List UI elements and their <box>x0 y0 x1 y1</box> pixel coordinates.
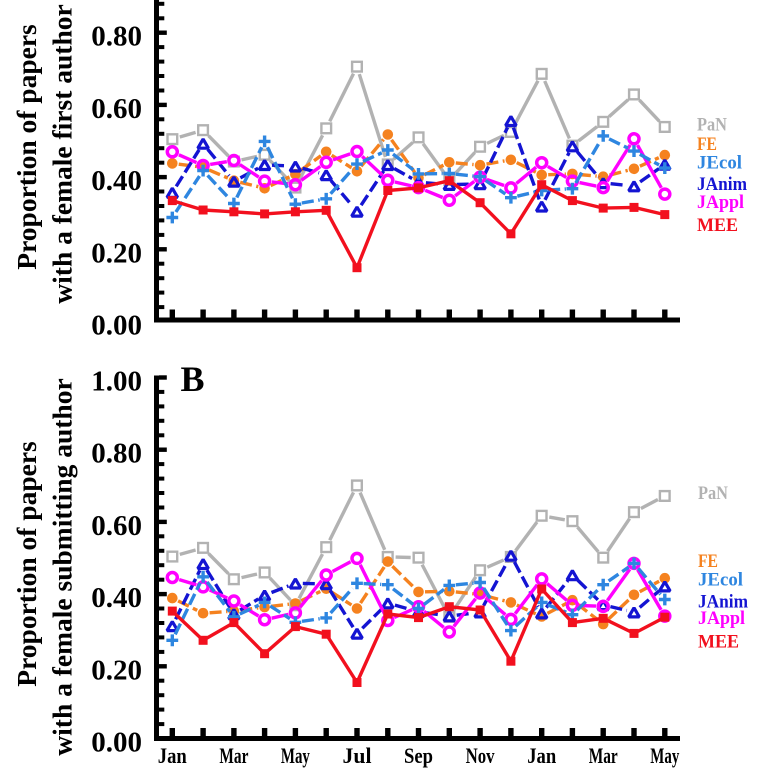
svg-text:B: B <box>181 359 205 399</box>
svg-text:Proportion of papers: Proportion of papers <box>11 24 42 270</box>
svg-text:Proportion of papers: Proportion of papers <box>11 441 42 687</box>
svg-text:JEcol: JEcol <box>698 569 743 590</box>
svg-text:JAppl: JAppl <box>698 608 745 629</box>
svg-text:0.40: 0.40 <box>91 582 142 614</box>
svg-text:JAnim: JAnim <box>698 592 748 613</box>
svg-text:with a female first author: with a female first author <box>47 4 78 303</box>
svg-text:0.00: 0.00 <box>91 727 142 759</box>
svg-text:MEE: MEE <box>697 215 738 236</box>
svg-text:0.60: 0.60 <box>91 510 142 542</box>
svg-text:Jul: Jul <box>343 743 372 768</box>
svg-text:MEE: MEE <box>698 632 739 653</box>
svg-text:Jan: Jan <box>527 743 556 768</box>
svg-text:PaN: PaN <box>697 115 727 136</box>
svg-text:0.80: 0.80 <box>91 21 142 53</box>
svg-text:May: May <box>650 743 679 768</box>
svg-text:0.60: 0.60 <box>91 93 142 125</box>
svg-text:FE: FE <box>698 551 718 572</box>
svg-text:0.00: 0.00 <box>91 310 142 342</box>
svg-text:Mar: Mar <box>589 743 618 768</box>
svg-text:FE: FE <box>697 134 717 155</box>
svg-text:JAppl: JAppl <box>697 192 744 213</box>
svg-text:PaN: PaN <box>698 483 728 504</box>
svg-text:Jan: Jan <box>158 743 187 768</box>
svg-text:0.80: 0.80 <box>91 438 142 470</box>
svg-text:JEcol: JEcol <box>697 153 742 174</box>
svg-text:Nov: Nov <box>466 743 495 768</box>
svg-text:0.20: 0.20 <box>91 237 142 269</box>
svg-text:0.20: 0.20 <box>91 654 142 686</box>
svg-text:May: May <box>281 743 310 768</box>
svg-text:0.40: 0.40 <box>91 165 142 197</box>
svg-text:Mar: Mar <box>219 743 248 768</box>
svg-text:Sep: Sep <box>404 743 433 768</box>
svg-text:JAnim: JAnim <box>697 174 747 195</box>
svg-text:1.00: 1.00 <box>91 366 142 398</box>
svg-text:with a female submitting autho: with a female submitting author <box>47 378 78 755</box>
